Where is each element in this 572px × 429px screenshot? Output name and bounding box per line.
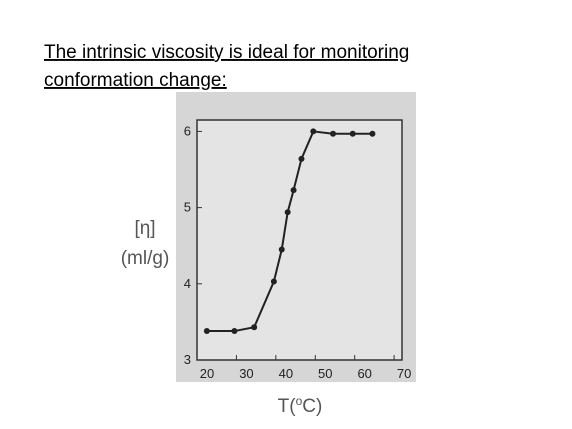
x-label-text: C) [302, 396, 322, 417]
data-point [330, 130, 337, 137]
data-point [290, 187, 297, 194]
data-point [310, 128, 317, 135]
x-tick-label: 70 [397, 366, 411, 381]
data-point [298, 155, 305, 162]
x-tick-label: 60 [357, 366, 371, 381]
data-point [349, 130, 356, 137]
y-axis-label: (ml/g) [121, 248, 170, 269]
y-axis-label: [η] [134, 218, 155, 239]
plot-frame [196, 119, 403, 361]
y-tick-label: 5 [184, 200, 191, 215]
title-line: conformation change: [44, 70, 227, 91]
y-tick-label: 4 [184, 276, 191, 291]
data-point [203, 328, 210, 335]
x-axis-label: T(oC) [278, 394, 323, 417]
data-point [231, 328, 238, 335]
x-tick-label: 50 [318, 366, 332, 381]
data-point [270, 278, 277, 285]
x-tick-label: 30 [239, 366, 253, 381]
x-tick-label: 40 [279, 366, 293, 381]
x-label-text: T( [278, 396, 297, 417]
title-line: The intrinsic viscosity is ideal for mon… [44, 42, 409, 63]
curve [206, 130, 373, 333]
data-point [369, 130, 376, 137]
data-point [284, 209, 291, 216]
data-point [278, 246, 285, 253]
data-point [251, 324, 258, 331]
x-label-sup: o [296, 394, 303, 408]
x-tick-label: 20 [200, 366, 214, 381]
y-tick-label: 6 [184, 123, 191, 138]
y-tick-label: 3 [184, 352, 191, 367]
